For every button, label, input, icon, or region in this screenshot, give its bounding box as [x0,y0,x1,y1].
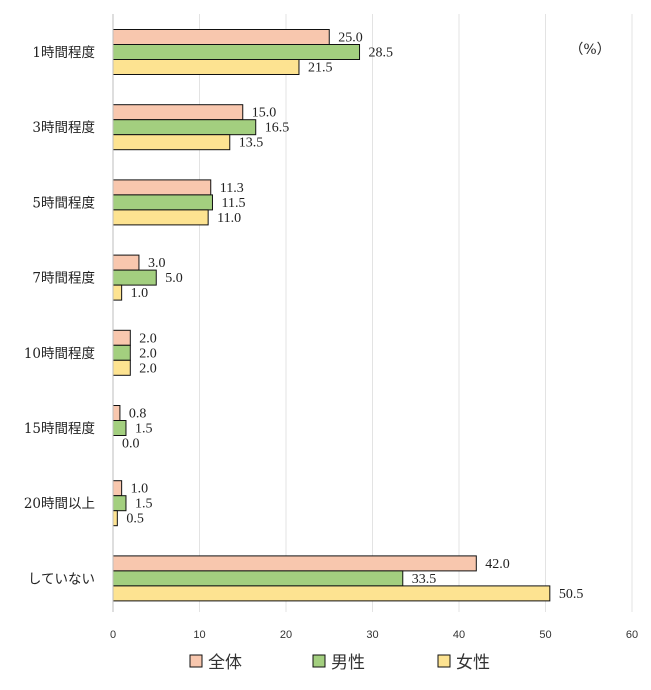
legend-label-2: 女性 [456,653,490,673]
tick-label-4: 40 [453,629,465,641]
bar-7-1 [112,570,404,587]
grid-lines [199,14,633,612]
category-label-7: していない [28,571,95,587]
category-labels: 1時間程度 3時間程度 5時間程度 7時間程度 10時間程度 15時間程度 20時間以上して… [24,45,95,587]
x-axis-ticks: 0 10 20 30 40 50 60 [110,629,638,641]
category-label-0: 1時間程度 [32,45,95,61]
value-label-0-1: 28.5 [369,46,394,61]
value-label-5-2: 0.0 [122,437,140,452]
category-label-5: 15時間程度 [24,421,95,437]
value-label-7-2: 50.5 [559,587,584,602]
bar-2-2 [112,209,209,226]
bar-7-0 [112,555,477,572]
value-label-3-2: 1.0 [131,286,149,301]
category-label-6: 20時間以上 [24,496,95,512]
bar-5-1 [112,420,127,436]
tick-label-0: 0 [110,629,116,641]
legend-label-1: 男性 [331,653,365,673]
value-label-0-0: 25.0 [338,31,363,46]
value-label-2-2: 11.0 [217,211,241,226]
bar-2-0 [112,179,212,196]
value-label-4-0: 2.0 [139,331,157,346]
legend-swatch-1 [312,654,326,668]
bar-1-1 [112,119,257,136]
tick-label-5: 50 [539,629,551,641]
legend: 全体 男性 女性 [189,653,490,673]
category-label-1: 3時間程度 [32,120,95,136]
bar-6-1 [112,495,127,512]
tick-label-3: 30 [366,629,378,641]
bar-4-1 [112,344,131,361]
bar-3-1 [112,269,157,286]
bar-0-1 [112,44,361,60]
tick-label-6: 60 [626,629,638,641]
bar-5-0 [112,405,121,421]
value-label-2-1: 11.5 [221,196,245,211]
category-label-3: 7時間程度 [32,271,95,287]
value-label-1-1: 16.5 [265,121,290,136]
unit-label: （%） [569,42,610,58]
value-label-6-2: 0.5 [126,512,144,527]
bar-4-0 [112,329,131,346]
value-label-1-0: 15.0 [252,106,277,121]
value-label-5-0: 0.8 [129,407,147,422]
value-label-5-1: 1.5 [135,422,153,437]
legend-swatch-2 [437,654,451,668]
value-label-3-1: 5.0 [165,271,183,286]
bar-3-0 [112,254,140,271]
value-label-4-2: 2.0 [139,361,157,376]
value-label-3-0: 3.0 [148,256,166,271]
bar-4-2 [112,359,131,376]
bar-1-2 [112,134,231,151]
value-label-6-1: 1.5 [135,497,153,512]
bar-6-2 [112,510,118,527]
value-label-1-2: 13.5 [239,136,264,151]
tick-label-2: 20 [280,629,292,641]
value-label-7-0: 42.0 [485,557,510,572]
category-label-2: 5時間程度 [32,195,95,211]
value-label-6-0: 1.0 [131,482,149,497]
value-label-2-0: 11.3 [220,181,244,196]
tick-label-1: 10 [193,629,205,641]
value-label-0-2: 21.5 [308,61,333,76]
value-label-4-1: 2.0 [139,346,157,361]
bar-0-0 [112,29,330,45]
legend-swatch-0 [189,654,203,668]
bar-3-2 [112,284,123,301]
bar-0-2 [112,59,300,75]
legend-label-0: 全体 [208,653,242,673]
bar-1-0 [112,104,244,121]
category-label-4: 10時間程度 [24,346,95,362]
bar-7-2 [112,585,551,602]
value-label-7-1: 33.5 [412,572,437,587]
bar-2-1 [112,194,213,211]
bar-6-0 [112,480,123,497]
bars: 25.028.521.515.016.513.511.311.511.03.05… [112,29,584,602]
